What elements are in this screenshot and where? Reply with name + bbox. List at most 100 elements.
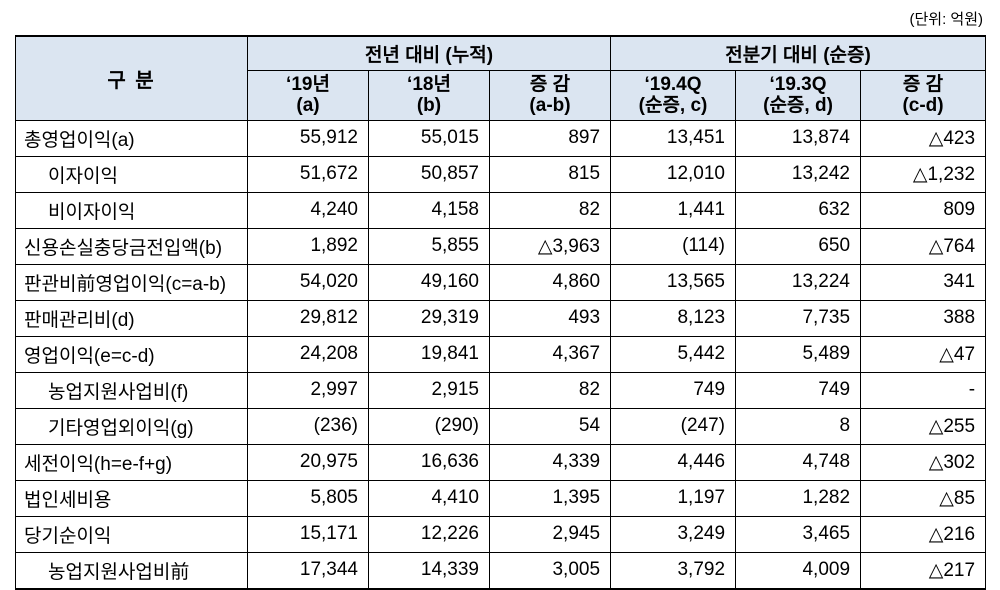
cell-value: 749 — [610, 371, 737, 409]
table-row: 농업지원사업비(f) 2,997 2,915 82 749 749- — [15, 371, 987, 409]
row-label: 신용손실충당금전입액(b) — [15, 227, 248, 265]
header-category: 구 분 — [15, 35, 248, 121]
cell-value: △1,232 — [860, 155, 987, 193]
cell-value: △216 — [860, 515, 987, 553]
header-group-yoy: 전년 대비 (누적) — [246, 35, 612, 71]
cell-value: 17,344 — [247, 551, 369, 590]
cell-value: 1,441 — [610, 191, 737, 229]
financial-table: 구 분 전년 대비 (누적) 전분기 대비 (순증) ‘19년 (a) ‘18년 (b… — [15, 35, 987, 590]
cell-value: 82 — [488, 371, 612, 409]
cell-value: 5,442 — [610, 335, 737, 373]
cell-value: 13,242 — [735, 155, 862, 193]
header-group-row: 구 분 전년 대비 (누적) 전분기 대비 (순증) — [15, 35, 987, 121]
header-col-line1: 증 감 — [529, 74, 571, 95]
row-label: 법인세비용 — [15, 479, 248, 517]
cell-value: 55,912 — [247, 119, 369, 157]
cell-value: △302 — [860, 443, 987, 481]
cell-value: 2,915 — [368, 371, 490, 409]
cell-value: 749 — [735, 371, 862, 409]
cell-value: 29,812 — [247, 299, 369, 337]
cell-value: 650 — [735, 227, 862, 265]
cell-value: 13,874 — [735, 119, 862, 157]
table-row: 비이자이익 4,240 4,158 82 1,441 632 809 — [15, 191, 987, 229]
cell-value: 4,367 — [488, 335, 612, 373]
cell-value: 5,489 — [735, 335, 862, 373]
table-row: 법인세비용 5,805 4,410 1,395 1,197 1,282 △85 — [15, 479, 987, 517]
cell-value: 4,446 — [610, 443, 737, 481]
cell-value: (236) — [247, 407, 369, 445]
table-header: 구 분 전년 대비 (누적) 전분기 대비 (순증) ‘19년 (a) ‘18년 (b… — [15, 35, 987, 121]
row-label: 비이자이익 — [15, 191, 248, 229]
cell-value: 2,997 — [247, 371, 369, 409]
row-label: 농업지원사업비(f) — [15, 371, 248, 409]
cell-value: 12,010 — [610, 155, 737, 193]
cell-value: 1,892 — [247, 227, 369, 265]
header-col-line1: ‘19.4Q — [644, 74, 702, 95]
table-row: 농업지원사업비前 17,344 14,339 3,005 3,792 4,009 △217 — [15, 551, 987, 590]
header-col-line2: (순증, c) — [638, 95, 708, 117]
cell-value: 493 — [488, 299, 612, 337]
cell-value: 4,158 — [368, 191, 490, 229]
cell-value: 8,123 — [610, 299, 737, 337]
header-col-2: 증 감 (a-b) — [488, 70, 612, 121]
cell-value: - — [860, 371, 987, 409]
table-row: 총영업이익(a) 55,912 55,015 897 13,451 13,874 △423 — [15, 119, 987, 157]
cell-value: △423 — [860, 119, 987, 157]
header-col-line2: (순증, d) — [763, 95, 833, 117]
header-col-line2: (b) — [416, 95, 442, 117]
cell-value: 1,395 — [488, 479, 612, 517]
header-col-line2: (c-d) — [902, 95, 944, 117]
cell-value: 1,197 — [610, 479, 737, 517]
cell-value: 19,841 — [368, 335, 490, 373]
header-col-line1: ‘18년 — [407, 74, 451, 95]
table-row: 이자이익 51,672 50,857 815 12,010 13,242 △1,232 — [15, 155, 987, 193]
cell-value: 3,249 — [610, 515, 737, 553]
table-row: 판관비前영업이익(c=a-b) 54,020 49,160 4,860 13,565 13… — [15, 263, 987, 301]
header-col-1: ‘18년 (b) — [368, 70, 490, 121]
header-col-3: ‘19.4Q (순증, c) — [610, 70, 737, 121]
cell-value: 3,792 — [610, 551, 737, 590]
cell-value: △85 — [860, 479, 987, 517]
cell-value: 13,451 — [610, 119, 737, 157]
cell-value: 8 — [735, 407, 862, 445]
row-label: 이자이익 — [15, 155, 248, 193]
table-body: 총영업이익(a) 55,912 55,015 897 13,451 13,874 △423 이… — [15, 119, 987, 590]
cell-value: △47 — [860, 335, 987, 373]
table-row: 영업이익(e=c-d) 24,208 19,841 4,367 5,442 5,489 △4… — [15, 335, 987, 373]
cell-value: 54,020 — [247, 263, 369, 301]
cell-value: 388 — [860, 299, 987, 337]
cell-value: 815 — [488, 155, 612, 193]
cell-value: 51,672 — [247, 155, 369, 193]
row-label: 총영업이익(a) — [15, 119, 248, 157]
cell-value: 897 — [488, 119, 612, 157]
unit-label: (단위: 억원) — [909, 11, 983, 28]
cell-value: △764 — [860, 227, 987, 265]
cell-value: 24,208 — [247, 335, 369, 373]
table-row: 세전이익(h=e-f+g) 20,975 16,636 4,339 4,446 4,748… — [15, 443, 987, 481]
row-label: 농업지원사업비前 — [15, 551, 248, 590]
cell-value: 7,735 — [735, 299, 862, 337]
cell-value: 20,975 — [247, 443, 369, 481]
cell-value: 16,636 — [368, 443, 490, 481]
header-col-line1: ‘19.3Q — [769, 74, 827, 95]
cell-value: 4,240 — [247, 191, 369, 229]
cell-value: (290) — [368, 407, 490, 445]
cell-value: (247) — [610, 407, 737, 445]
cell-value: (114) — [610, 227, 737, 265]
row-label: 판관비前영업이익(c=a-b) — [15, 263, 248, 301]
header-col-0: ‘19년 (a) — [247, 70, 369, 121]
table-row: 신용손실충당금전입액(b) 1,892 5,855 △3,963 (114) 650 △76… — [15, 227, 987, 265]
cell-value: 4,410 — [368, 479, 490, 517]
header-group-qoq: 전분기 대비 (순증) — [610, 35, 987, 71]
cell-value: 13,565 — [610, 263, 737, 301]
row-label: 당기순이익 — [15, 515, 248, 553]
table-row: 판매관리비(d) 29,812 29,319 493 8,123 7,735 388 — [15, 299, 987, 337]
cell-value: △3,963 — [488, 227, 612, 265]
header-col-line2: (a) — [296, 95, 320, 117]
header-col-line1: 증 감 — [902, 74, 944, 95]
cell-value: 632 — [735, 191, 862, 229]
row-label: 영업이익(e=c-d) — [15, 335, 248, 373]
header-col-5: 증 감 (c-d) — [860, 70, 987, 121]
cell-value: 809 — [860, 191, 987, 229]
